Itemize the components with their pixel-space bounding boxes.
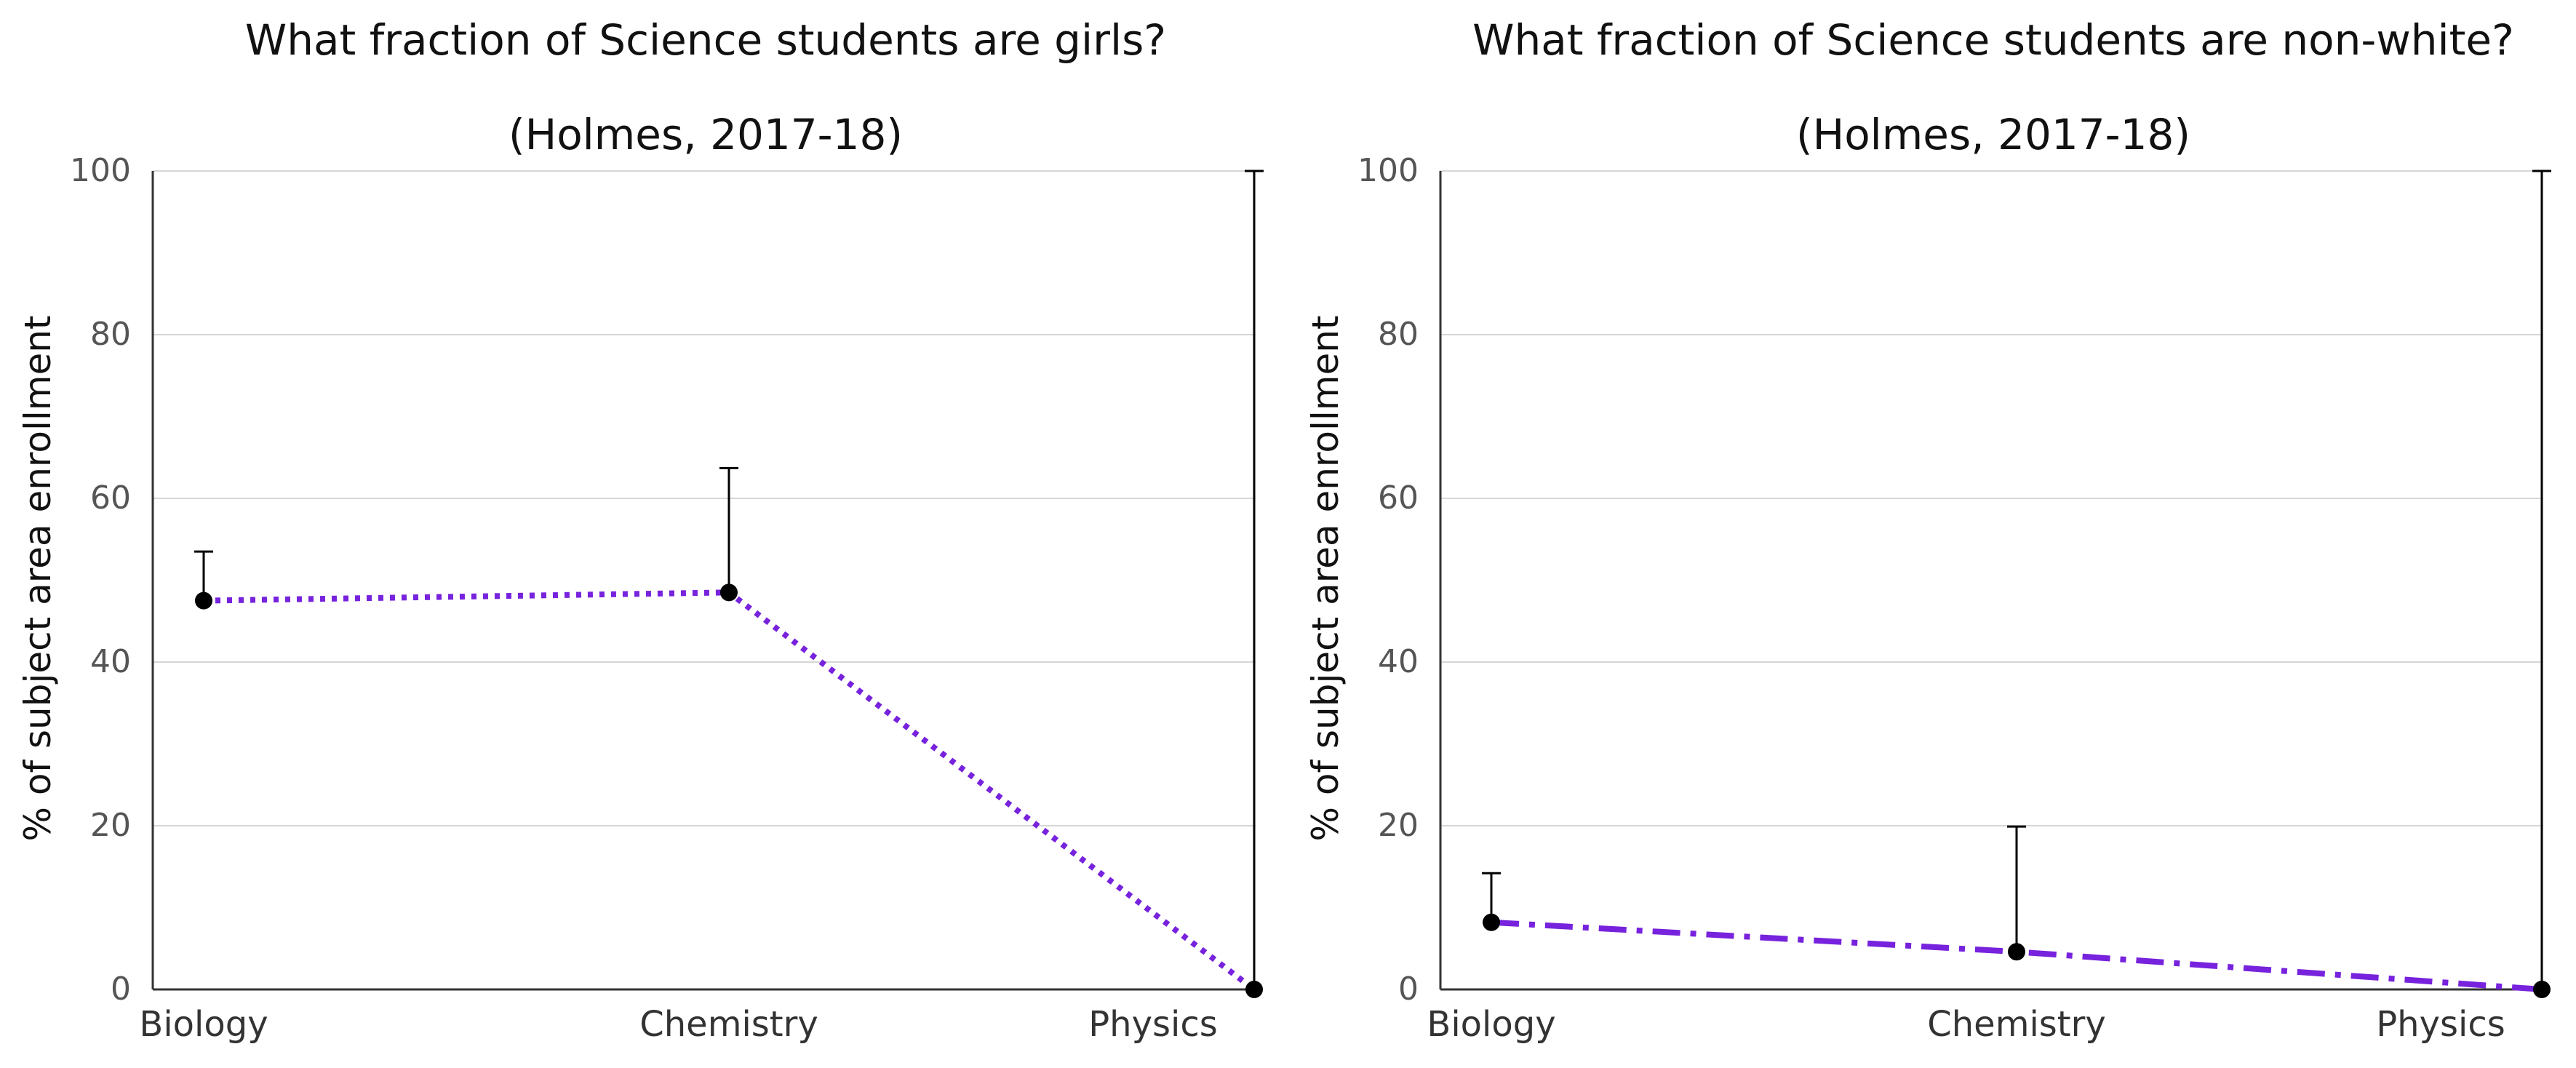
data-point: [2008, 943, 2025, 961]
data-point: [720, 583, 738, 602]
chart-title: What fraction of Science students are gi…: [244, 15, 1167, 65]
y-tick-label: 100: [1357, 152, 1419, 189]
plot-area: [151, 170, 1264, 998]
chart-subtitle: (Holmes, 2017-18): [508, 110, 904, 159]
chart-girls: What fraction of Science students are gi…: [17, 15, 1264, 1045]
y-tick-label: 0: [111, 971, 131, 1008]
y-tick-label: 20: [90, 807, 131, 844]
x-tick-label: Biology: [1427, 1004, 1556, 1045]
data-point: [1483, 913, 1500, 931]
y-tick-label: 0: [1398, 971, 1419, 1008]
chart-non-white: What fraction of Science students are no…: [1288, 0, 2575, 1068]
plot-area: [1439, 170, 2551, 998]
y-tick-label: 20: [1378, 807, 1419, 844]
y-tick-label: 100: [70, 152, 131, 189]
data-point: [1245, 981, 1263, 998]
x-tick-label: Chemistry: [1927, 1004, 2106, 1045]
series-line: [203, 589, 1256, 992]
chart-title: What fraction of Science students are no…: [1472, 15, 2514, 65]
data-point: [195, 591, 212, 610]
data-point: [2533, 981, 2551, 998]
x-tick-label: Biology: [139, 1004, 268, 1045]
x-tick-label: Physics: [2376, 1004, 2505, 1045]
y-tick-label: 60: [90, 479, 131, 517]
y-tick-label: 80: [1378, 316, 1419, 353]
y-tick-label: 40: [90, 643, 131, 680]
x-tick-label: Physics: [1088, 1004, 1218, 1045]
chart-subtitle: (Holmes, 2017-18): [1795, 110, 2191, 159]
y-tick-label: 40: [1378, 643, 1419, 680]
y-tick-label: 80: [90, 316, 131, 353]
y-tick-label: 60: [1378, 479, 1419, 517]
x-tick-label: Chemistry: [639, 1004, 818, 1045]
